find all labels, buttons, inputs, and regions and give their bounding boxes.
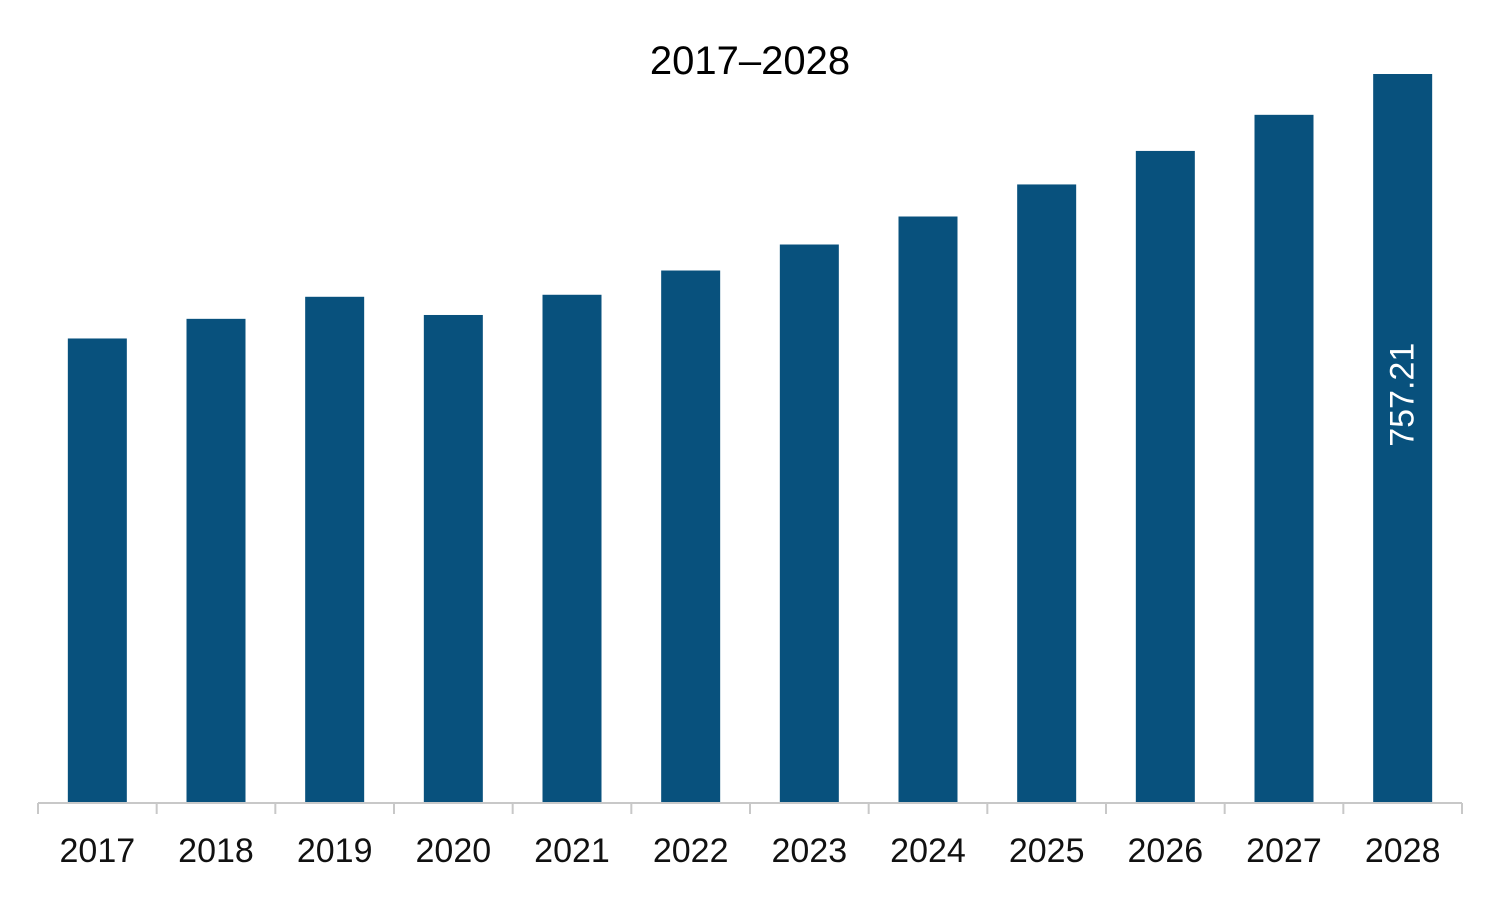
bar-2017 — [67, 338, 127, 803]
bars-group — [67, 74, 1433, 803]
bar-2019 — [305, 296, 365, 803]
x-tick-label-2022: 2022 — [653, 832, 729, 870]
x-tick-label-2027: 2027 — [1246, 832, 1322, 870]
x-tick-label-2019: 2019 — [297, 832, 373, 870]
x-tick-labels: 2017 2018 2019 2020 2021 2022 2023 2024 2025 2026… — [60, 832, 1441, 870]
x-tick-label-2023: 2023 — [772, 832, 848, 870]
x-tick-label-2028: 2028 — [1365, 832, 1441, 870]
bar-2018 — [186, 318, 246, 803]
bar-2024 — [898, 216, 958, 803]
x-tick-label-2021: 2021 — [534, 832, 610, 870]
x-axis — [37, 802, 1463, 814]
bar-2022 — [661, 270, 721, 803]
data-label-2028: 757.21 — [1384, 343, 1422, 447]
bar-2028 — [1373, 74, 1433, 803]
x-tick-label-2020: 2020 — [416, 832, 492, 870]
x-tick-label-2024: 2024 — [890, 832, 966, 870]
bar-2026 — [1135, 150, 1195, 803]
bar-2027 — [1254, 114, 1314, 803]
bar-2021 — [542, 294, 602, 803]
bar-2023 — [779, 244, 839, 803]
x-tick-label-2026: 2026 — [1128, 832, 1204, 870]
x-tick-label-2017: 2017 — [60, 832, 136, 870]
x-tick-label-2018: 2018 — [178, 832, 254, 870]
x-tick-label-2025: 2025 — [1009, 832, 1085, 870]
data-labels: 757.21 — [1384, 343, 1422, 447]
chart-title: 2017–2028 — [650, 39, 850, 83]
bar-2025 — [1017, 184, 1077, 803]
bar-2020 — [423, 314, 483, 803]
